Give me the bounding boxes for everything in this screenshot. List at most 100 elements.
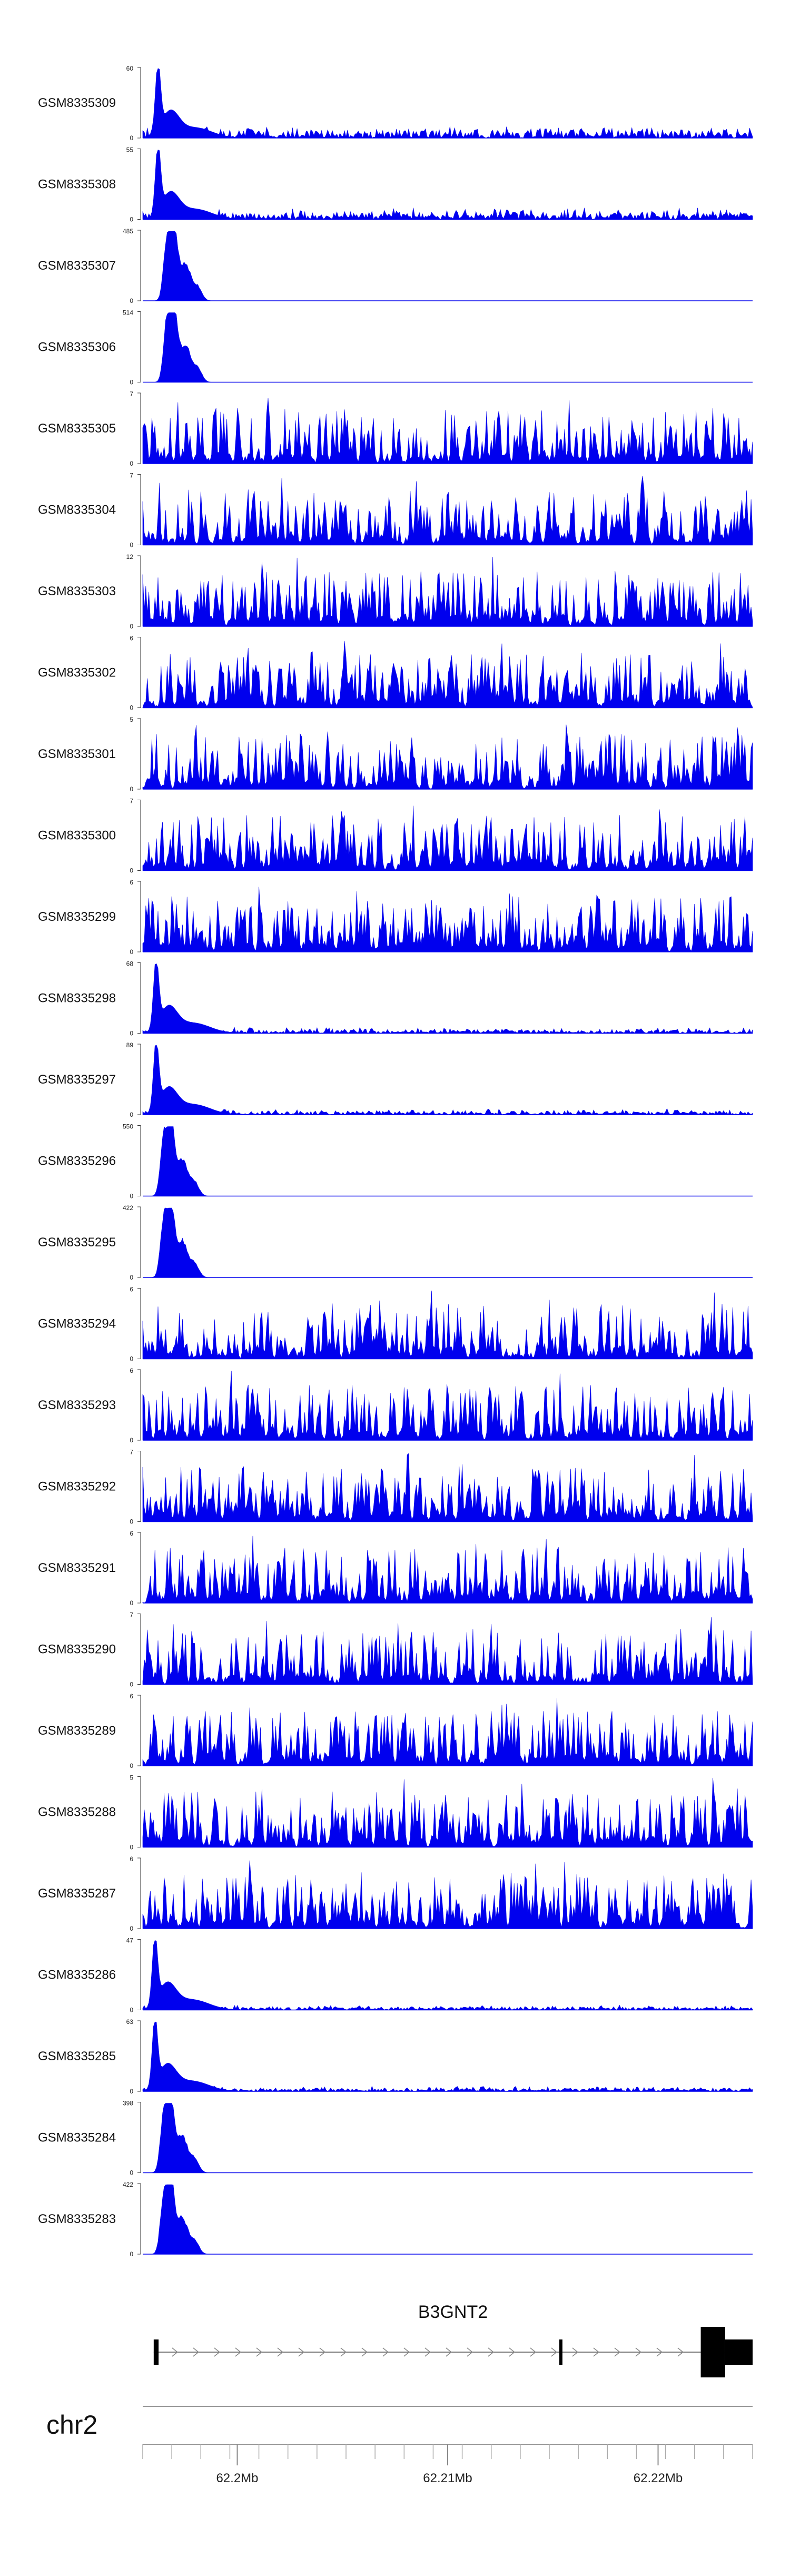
track-ymin-label: 0 — [130, 1925, 133, 1932]
track-label: GSM8335303 — [38, 584, 116, 598]
coverage-area — [142, 1371, 753, 1441]
track-ymax-label: 6 — [130, 879, 133, 886]
track-ymin-label: 0 — [130, 1599, 133, 1607]
strand-arrow — [319, 2347, 326, 2357]
track-label: GSM8335294 — [38, 1317, 116, 1331]
coverage-area — [142, 556, 753, 627]
track-label: GSM8335298 — [38, 991, 116, 1006]
strand-arrow — [214, 2347, 221, 2357]
coverage-area — [142, 1453, 753, 1522]
track-label: GSM8335299 — [38, 910, 116, 924]
coverage-area — [142, 963, 753, 1034]
track-ymin-label: 0 — [130, 1681, 133, 1688]
track-GSM8335294: GSM8335294 6 0 — [38, 1286, 753, 1363]
track-label: GSM8335285 — [38, 2049, 116, 2063]
track-ymin-label: 0 — [130, 785, 133, 793]
coverage-area — [142, 68, 753, 139]
strand-arrow — [656, 2347, 663, 2357]
coverage-area — [142, 150, 753, 220]
track-ymax-label: 89 — [126, 1041, 134, 1049]
track-label: GSM8335291 — [38, 1561, 116, 1575]
coverage-area — [142, 1536, 753, 1604]
track-label: GSM8335304 — [38, 503, 116, 517]
chromosome-track: chr2 — [46, 2406, 753, 2440]
track-ymin-label: 0 — [130, 1518, 133, 1526]
track-label: GSM8335292 — [38, 1480, 116, 1494]
genomic-axis: 62.2Mb 62.21Mb 62.22Mb — [142, 2444, 753, 2485]
track-GSM8335283: GSM8335283 422 0 — [38, 2181, 753, 2258]
track-ymin-label: 0 — [130, 2250, 133, 2258]
track-label: GSM8335288 — [38, 1805, 116, 1820]
track-ymin-label: 0 — [130, 460, 133, 467]
gene-exon — [700, 2327, 725, 2377]
gene-track: B3GNT2 — [153, 2302, 753, 2377]
track-label: GSM8335287 — [38, 1886, 116, 1901]
strand-arrow — [340, 2347, 347, 2357]
strand-arrow — [530, 2347, 537, 2357]
track-ymin-label: 0 — [130, 867, 133, 874]
track-ymin-label: 0 — [130, 134, 133, 142]
coverage-area — [142, 1860, 753, 1929]
track-label: GSM8335296 — [38, 1154, 116, 1168]
track-label: GSM8335283 — [38, 2212, 116, 2226]
strand-arrow — [361, 2347, 368, 2357]
strand-arrow — [509, 2347, 516, 2357]
axis-tick-label: 62.22Mb — [634, 2471, 683, 2485]
track-ymax-label: 6 — [130, 635, 133, 642]
track-ymin-label: 0 — [130, 1437, 133, 1444]
track-ymin-label: 0 — [130, 2007, 133, 2014]
track-GSM8335285: GSM8335285 63 0 — [38, 2018, 753, 2095]
coverage-area — [143, 312, 753, 382]
track-GSM8335307: GSM8335307 485 0 — [38, 228, 753, 304]
chromosome-label: chr2 — [46, 2410, 97, 2440]
track-GSM8335300: GSM8335300 7 0 — [38, 798, 753, 874]
track-ymax-label: 6 — [130, 1530, 133, 1537]
coverage-area — [143, 231, 753, 301]
axis-tick-label: 62.21Mb — [423, 2471, 472, 2485]
track-GSM8335291: GSM8335291 6 0 — [38, 1530, 753, 1607]
track-ymin-label: 0 — [130, 216, 133, 223]
track-label: GSM8335305 — [38, 421, 116, 436]
track-ymax-label: 6 — [130, 1367, 133, 1374]
strand-arrow — [382, 2347, 389, 2357]
track-ymax-label: 7 — [130, 1611, 133, 1619]
coverage-area — [142, 724, 753, 790]
strand-arrow — [403, 2347, 410, 2357]
axis-tick-label: 62.2Mb — [216, 2471, 258, 2485]
track-ymax-label: 514 — [123, 309, 133, 317]
track-GSM8335301: GSM8335301 5 0 — [38, 716, 753, 793]
track-label: GSM8335309 — [38, 96, 116, 110]
coverage-area — [142, 1777, 753, 1847]
track-ymax-label: 5 — [130, 716, 133, 723]
strand-arrow — [446, 2347, 452, 2357]
track-ymin-label: 0 — [130, 542, 133, 549]
strand-arrow — [551, 2347, 558, 2357]
track-label: GSM8335308 — [38, 178, 116, 192]
track-GSM8335284: GSM8335284 398 0 — [38, 2100, 753, 2177]
track-GSM8335288: GSM8335288 5 0 — [38, 1774, 753, 1851]
track-ymax-label: 485 — [123, 228, 133, 235]
coverage-area — [142, 887, 753, 952]
strand-arrow — [298, 2347, 305, 2357]
coverage-tracks: GSM8335309600GSM8335308550GSM83353074850… — [38, 65, 753, 2258]
track-GSM8335305: GSM8335305 7 0 — [38, 390, 753, 467]
track-GSM8335296: GSM8335296 550 0 — [38, 1123, 753, 1200]
track-ymax-label: 7 — [130, 390, 133, 398]
coverage-area — [142, 1940, 753, 2011]
track-ymin-label: 0 — [130, 1030, 133, 1037]
track-label: GSM8335300 — [38, 829, 116, 843]
gene-exon — [559, 2339, 562, 2365]
track-ymin-label: 0 — [130, 1193, 133, 1200]
coverage-area — [142, 1290, 753, 1359]
strand-arrow — [172, 2347, 179, 2357]
track-label: GSM8335297 — [38, 1073, 116, 1087]
track-ymax-label: 60 — [126, 65, 134, 72]
track-label: GSM8335286 — [38, 1968, 116, 1982]
track-ymin-label: 0 — [130, 623, 133, 630]
track-ymin-label: 0 — [130, 1844, 133, 1851]
track-GSM8335289: GSM8335289 6 0 — [38, 1693, 753, 1769]
strand-arrow — [614, 2347, 621, 2357]
track-GSM8335302: GSM8335302 6 0 — [38, 635, 753, 712]
track-GSM8335299: GSM8335299 6 0 — [38, 879, 753, 956]
strand-arrow — [488, 2347, 495, 2357]
